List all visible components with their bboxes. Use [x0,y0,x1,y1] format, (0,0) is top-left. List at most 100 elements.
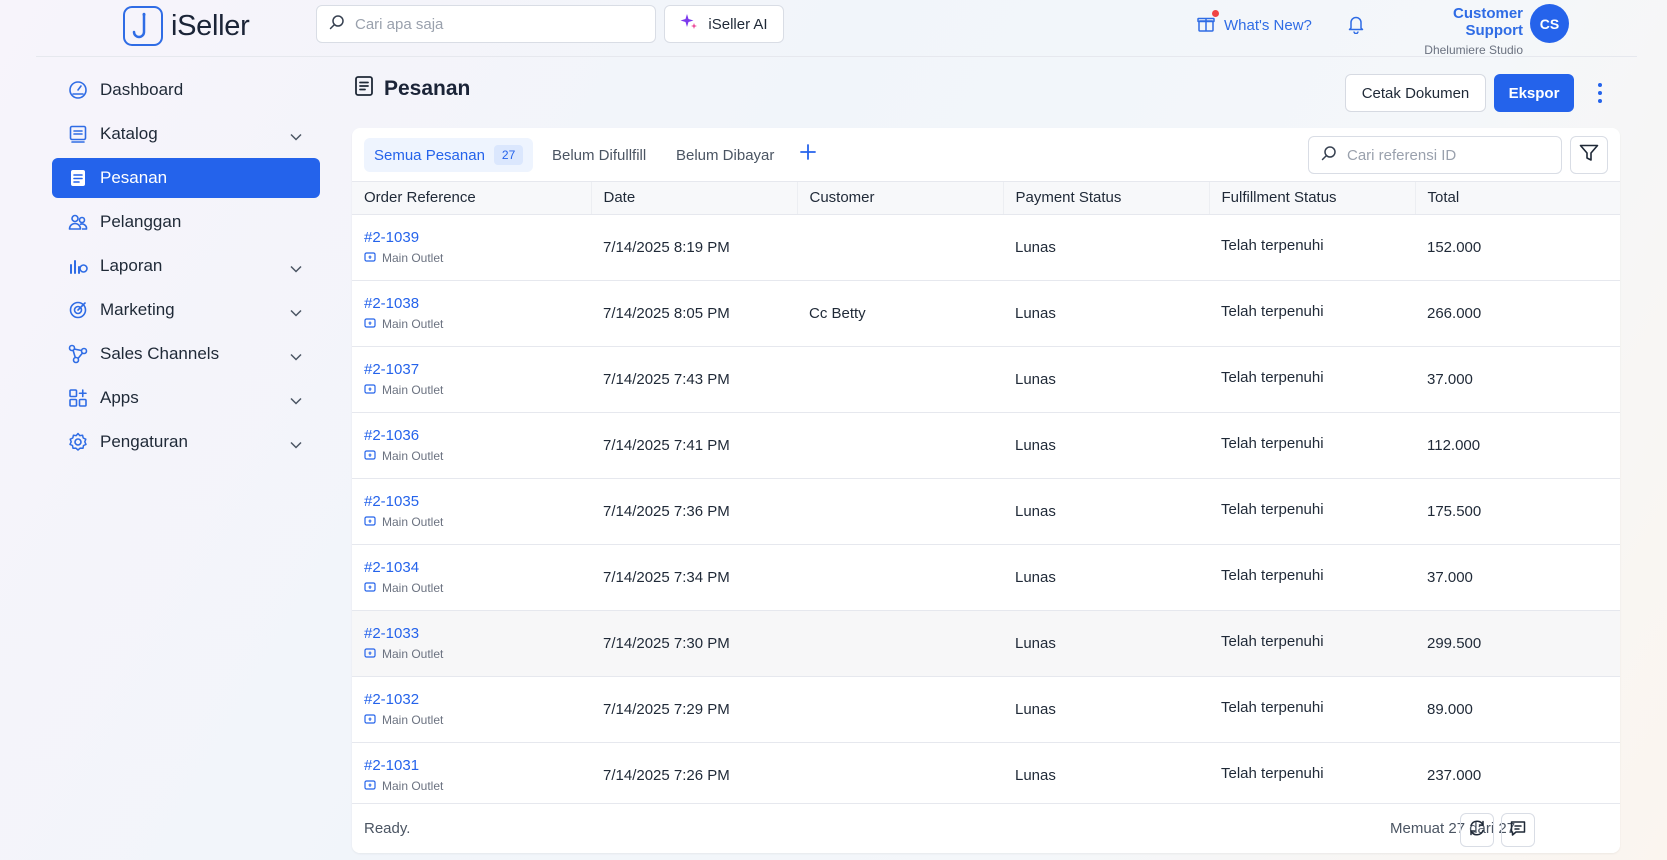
gift-icon [1197,10,1219,36]
tab-label: Semua Pesanan [374,146,485,164]
tab-all-orders[interactable]: Semua Pesanan 27 [364,138,534,172]
table-row[interactable]: #2-1032 Main Outlet 7/14/2025 7:29 PM Lunas… [352,676,1620,742]
outlet-label: Main Outlet [364,713,591,728]
sidebar-item-apps[interactable]: Apps [52,378,320,418]
logo-text: iSeller [171,9,250,42]
logo[interactable]: iSeller [123,6,250,46]
order-reference-link[interactable]: #2-1035 [364,492,420,510]
table-row[interactable]: #2-1035 Main Outlet 7/14/2025 7:36 PM Lunas… [352,478,1620,544]
order-reference-link[interactable]: #2-1037 [364,360,420,378]
catalog-icon [68,124,88,144]
add-tab-icon[interactable] [799,143,817,166]
sidebar-item-label: Pesanan [100,168,168,187]
table-header-row: Order Reference Date Customer Payment St… [352,182,1620,215]
payment-status-cell: Lunas [1015,568,1056,586]
sidebar-item-pesanan[interactable]: Pesanan [52,158,320,198]
more-options-icon[interactable] [1594,80,1606,106]
reference-search-input[interactable] [1347,146,1561,164]
column-header[interactable]: Payment Status [1003,182,1210,215]
filter-icon [1579,144,1599,167]
order-reference-link[interactable]: #2-1032 [364,690,420,708]
sidebar-item-dashboard[interactable]: Dashboard [52,70,320,110]
outlet-label: Main Outlet [364,515,591,530]
sidebar-item-katalog[interactable]: Katalog [52,114,320,154]
avatar[interactable]: CS [1530,4,1569,43]
column-header[interactable]: Fulfillment Status [1209,182,1416,215]
chevron-down-icon [290,126,302,146]
outlet-label: Main Outlet [364,383,591,398]
order-reference-cell: #2-1034 Main Outlet [352,544,591,610]
document-icon [354,75,374,102]
table-row[interactable]: #2-1037 Main Outlet 7/14/2025 7:43 PM Lunas… [352,346,1620,412]
outlet-name: Main Outlet [382,515,444,529]
table-row[interactable]: #2-1038 Main Outlet 7/14/2025 8:05 PM Cc Be… [352,280,1620,346]
fulfillment-status: Telah terpenuhi [1221,632,1324,650]
outlet-icon [364,647,376,662]
order-reference-link[interactable]: #2-1036 [364,426,420,444]
whats-new-link[interactable]: What's New? [1197,10,1312,36]
outlet-label: Main Outlet [364,581,591,596]
sidebar-item-pengaturan[interactable]: Pengaturan [52,422,320,462]
order-reference-cell: #2-1037 Main Outlet [352,346,591,412]
fulfillment-status: Telah terpenuhi [1221,500,1324,518]
date-cell: 7/14/2025 8:05 PM [603,304,730,322]
iseller-logo-icon [123,6,163,46]
chevron-down-icon [290,302,302,322]
fulfillment-status-cell: Telah terpenuhi [1209,544,1415,610]
sidebar-item-marketing[interactable]: Marketing [52,290,320,330]
fulfillment-status: Telah terpenuhi [1221,434,1324,452]
order-reference-link[interactable]: #2-1038 [364,294,420,312]
order-reference-link[interactable]: #2-1033 [364,624,420,642]
column-header[interactable]: Customer [797,182,1004,215]
fulfillment-status-cell: Telah terpenuhi [1209,280,1415,346]
fulfillment-status-cell: Telah terpenuhi [1209,412,1415,478]
order-reference-link[interactable]: #2-1031 [364,756,420,774]
marketing-icon [68,300,88,320]
table-row[interactable]: #2-1039 Main Outlet 7/14/2025 8:19 PM Lunas… [352,214,1620,280]
table-row[interactable]: #2-1036 Main Outlet 7/14/2025 7:41 PM Lunas… [352,412,1620,478]
export-button[interactable]: Ekspor [1494,74,1574,112]
customer-cell [797,478,1003,544]
sparkle-icon [680,13,698,35]
date-cell: 7/14/2025 7:41 PM [603,436,730,454]
customer-cell [797,742,1003,808]
customers-icon [68,212,88,232]
sidebar-item-label: Pengaturan [100,432,188,451]
column-header[interactable]: Total [1415,182,1620,215]
refresh-button[interactable] [1460,813,1494,847]
order-reference-cell: #2-1039 Main Outlet [352,214,591,280]
tab-unfulfilled[interactable]: Belum Difullfill [552,146,647,164]
count-badge: 27 [493,145,524,165]
column-header[interactable]: Order Reference [352,182,592,215]
customer-cell [797,544,1003,610]
page-header: Pesanan [354,75,470,102]
table-row[interactable]: #2-1031 Main Outlet 7/14/2025 7:26 PM Lunas… [352,742,1620,808]
user-menu[interactable]: Customer Support Dhelumiere Studio [1400,5,1523,57]
sidebar-item-sales-channels[interactable]: Sales Channels [52,334,320,374]
reference-search[interactable] [1308,136,1562,174]
global-search[interactable] [316,5,656,43]
global-search-input[interactable] [355,15,655,33]
fulfillment-status: Telah terpenuhi [1221,236,1324,254]
sidebar-item-laporan[interactable]: Laporan [52,246,320,286]
fulfillment-status: Telah terpenuhi [1221,698,1324,716]
iseller-ai-button[interactable]: iSeller AI [664,5,784,43]
user-name: Customer Support [1452,5,1523,39]
order-reference-link[interactable]: #2-1039 [364,228,420,246]
sidebar-item-pelanggan[interactable]: Pelanggan [52,202,320,242]
outlet-icon [364,581,376,596]
tab-unpaid[interactable]: Belum Dibayar [676,146,775,164]
filter-button[interactable] [1570,136,1608,174]
table-row[interactable]: #2-1033 Main Outlet 7/14/2025 7:30 PM Lunas… [352,610,1620,676]
bell-icon[interactable] [1347,14,1365,39]
notification-dot [1212,10,1219,17]
date-cell: 7/14/2025 7:36 PM [603,502,730,520]
table-row[interactable]: #2-1034 Main Outlet 7/14/2025 7:34 PM Lunas… [352,544,1620,610]
print-documents-button[interactable]: Cetak Dokumen [1345,74,1486,112]
comments-button[interactable] [1501,813,1535,847]
payment-status-cell: Lunas [1015,238,1056,256]
order-reference-link[interactable]: #2-1034 [364,558,420,576]
customer-cell [797,214,1003,280]
outlet-name: Main Outlet [382,317,444,331]
column-header[interactable]: Date [591,182,798,215]
